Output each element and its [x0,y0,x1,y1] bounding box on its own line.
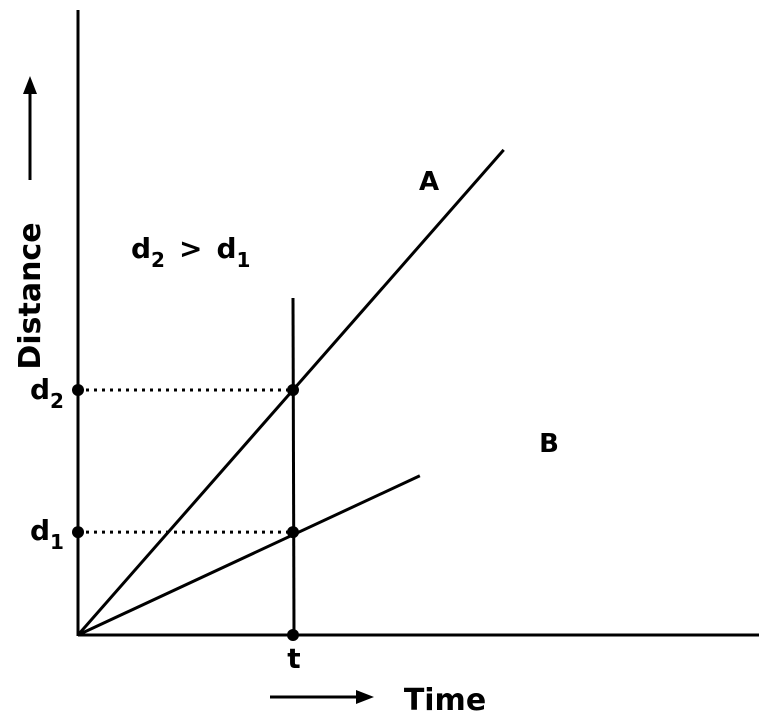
d1-tick-sub: 1 [50,530,64,554]
annotation-left-sub: 2 [151,248,165,272]
d1-axis-point [72,526,84,539]
series-b-label: B [539,429,559,459]
x-axis-title: Time [404,683,486,718]
d2-tick-sub: 2 [50,389,64,413]
y-axis-arrow-icon [23,76,37,180]
annotation-right-sub: 1 [236,248,250,272]
series-b-line [77,474,421,637]
series-b-point-at-t [287,526,299,539]
annotation-left: d [131,232,151,265]
series-a-point-at-t [287,384,299,396]
d2-tick-label: d2 [30,373,64,413]
d2-axis-point [72,384,84,396]
d2-tick-letter: d [30,373,50,406]
annotation-op: > [179,232,202,265]
y-axis-title: Distance [13,222,48,369]
annotation-right: d [216,232,236,265]
time-marker-line [291,297,296,636]
x-axis-arrow-icon [270,690,374,704]
d1-tick-label: d1 [30,514,64,554]
t-tick-label: t [287,642,300,675]
d1-tick-letter: d [30,514,50,547]
t-axis-point [287,629,299,641]
comparison-annotation: d2 > d1 [131,232,250,272]
series-a-label: A [419,167,439,197]
